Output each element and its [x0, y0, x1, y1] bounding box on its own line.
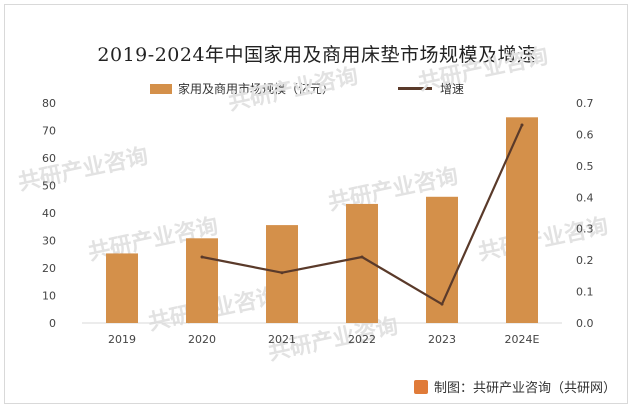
legend-swatch-bar — [150, 83, 172, 94]
logo-icon — [413, 379, 428, 394]
x-tick-label: 2023 — [428, 333, 456, 346]
watermark-text: 共研产业咨询 — [226, 63, 361, 116]
chart-title: 2019-2024年中国家用及商用床垫市场规模及增速 — [97, 44, 537, 66]
legend-item-line: 增速 — [398, 80, 464, 97]
x-tick-label: 2020 — [188, 333, 216, 346]
y-right-tick-label: 0.0 — [576, 317, 594, 330]
source-note: 制图：共研产业咨询（共研网） — [413, 377, 616, 396]
legend-label-bar: 家用及商用市场规模（亿元） — [178, 82, 335, 96]
x-tick-label: 2019 — [108, 333, 136, 346]
y-right-tick-label: 0.7 — [576, 97, 594, 110]
y-right-tick-label: 0.1 — [576, 286, 594, 299]
growth-point — [360, 255, 364, 259]
x-tick-label: 2021 — [268, 333, 296, 346]
watermark-text: 共研产业咨询 — [416, 43, 551, 96]
y-left-tick-label: 60 — [42, 152, 56, 165]
legend-item-bar: 家用及商用市场规模（亿元） — [150, 80, 334, 97]
y-left-tick-label: 30 — [42, 235, 56, 248]
watermark-text: 共研产业咨询 — [16, 143, 151, 196]
source-label: 制图：共研产业咨询（共研网） — [433, 381, 616, 396]
growth-point — [520, 123, 524, 127]
y-left-tick-label: 0 — [49, 317, 56, 330]
bar — [106, 253, 138, 323]
y-left-tick-label: 10 — [42, 290, 56, 303]
bar — [186, 238, 218, 323]
growth-point — [280, 271, 284, 275]
y-right-tick-label: 0.2 — [576, 254, 594, 267]
y-right-tick-label: 0.4 — [576, 191, 594, 204]
y-left-tick-label: 40 — [42, 207, 56, 220]
legend: 家用及商用市场规模（亿元） 增速 — [0, 80, 634, 98]
y-right-tick-label: 0.6 — [576, 128, 594, 141]
y-right-tick-label: 0.5 — [576, 160, 594, 173]
legend-swatch-line — [398, 87, 432, 90]
y-left-tick-label: 70 — [42, 125, 56, 138]
x-tick-label: 2022 — [348, 333, 376, 346]
y-left-tick-label: 50 — [42, 180, 56, 193]
legend-label-line: 增速 — [440, 82, 465, 96]
x-tick-label: 2024E — [505, 333, 540, 346]
y-right-tick-label: 0.3 — [576, 223, 594, 236]
y-left-tick-label: 80 — [42, 97, 56, 110]
growth-point — [440, 302, 444, 306]
growth-point — [200, 255, 204, 259]
y-left-tick-label: 20 — [42, 262, 56, 275]
